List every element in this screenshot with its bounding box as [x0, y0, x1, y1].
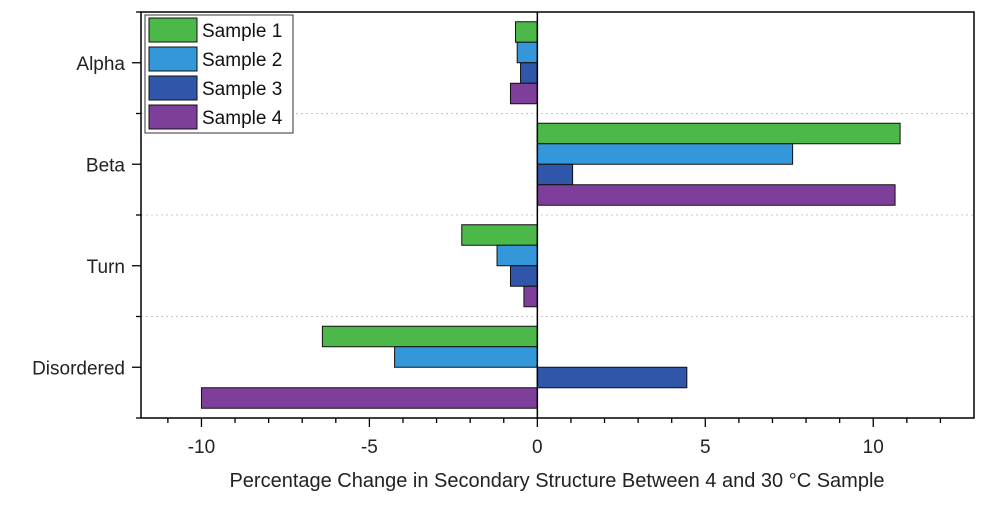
legend-label: Sample 3 — [202, 79, 282, 100]
bar-disordered-sample-2 — [394, 346, 538, 368]
bar-alpha-sample-1 — [515, 21, 538, 43]
legend-swatch — [148, 46, 198, 72]
bar-alpha-sample-3 — [520, 62, 538, 84]
y-tick-label: Turn — [87, 257, 125, 278]
bar-disordered-sample-3 — [536, 366, 688, 389]
legend-label: Sample 2 — [202, 50, 282, 71]
y-axis: Alpha Beta Turn Disordered — [32, 11, 141, 419]
bar-disordered-sample-4 — [200, 387, 538, 409]
bar-turn-sample-3 — [509, 265, 538, 287]
grid-lines — [141, 113, 974, 317]
bar-turn-sample-4 — [523, 285, 538, 308]
y-tick-label: Disordered — [32, 358, 125, 379]
x-tick-label: -5 — [361, 437, 378, 458]
legend-swatch — [148, 75, 198, 101]
x-tick-label: 10 — [863, 437, 884, 458]
x-tick-label: 0 — [532, 437, 543, 458]
bar-disordered-sample-1 — [321, 325, 538, 348]
x-tick-label: 5 — [700, 437, 711, 458]
bar-turn-sample-1 — [461, 224, 538, 246]
bar-beta-sample-4 — [536, 184, 896, 206]
legend-swatch — [148, 104, 198, 130]
legend: Sample 1 Sample 2 Sample 3 Sample 4 — [144, 14, 294, 134]
bars — [200, 21, 901, 409]
bar-beta-sample-3 — [536, 163, 574, 186]
y-tick-label: Beta — [86, 155, 126, 176]
legend-swatch — [148, 17, 198, 43]
bar-alpha-sample-2 — [516, 41, 538, 64]
legend-label: Sample 4 — [202, 108, 283, 129]
bar-alpha-sample-4 — [509, 82, 538, 105]
x-axis: -10 -5 0 5 10 — [167, 418, 942, 458]
x-axis-title: Percentage Change in Secondary Structure… — [229, 470, 884, 492]
x-tick-label: -10 — [188, 437, 215, 458]
legend-label: Sample 1 — [202, 21, 282, 42]
bar-beta-sample-2 — [536, 143, 794, 165]
y-tick-label: Alpha — [76, 54, 125, 75]
bar-beta-sample-1 — [536, 122, 901, 145]
bar-turn-sample-2 — [496, 244, 538, 267]
